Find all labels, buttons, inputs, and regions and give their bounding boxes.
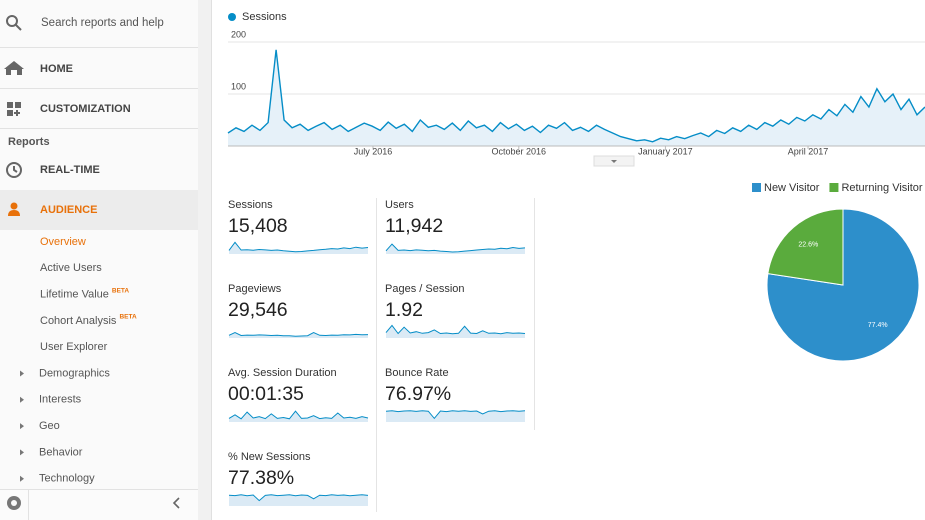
tile-separators	[376, 198, 535, 512]
metric-value: 76.97%	[385, 383, 451, 405]
gear-icon	[7, 496, 21, 510]
expand-arrow	[20, 475, 24, 482]
sub-group[interactable]: Demographics	[39, 367, 110, 379]
area	[229, 494, 368, 506]
y-tick-label: 200	[231, 29, 246, 39]
legend-label: Returning Visitor	[841, 182, 922, 194]
area	[386, 410, 525, 422]
pie-slice	[767, 208, 844, 286]
metric-label: Sessions	[228, 199, 273, 211]
x-tick-label: July 2016	[354, 146, 393, 156]
sub-group[interactable]: Interests	[39, 394, 82, 406]
area	[229, 411, 368, 422]
nav-item[interactable]: CUSTOMIZATION	[40, 103, 131, 115]
legend-swatch	[829, 183, 839, 192]
line	[228, 332, 369, 337]
beta-badge: BETA	[112, 287, 130, 294]
y-tick-label: 100	[231, 81, 246, 91]
metric-label: Avg. Session Duration	[228, 367, 337, 379]
line	[385, 324, 526, 335]
bottom-bar	[0, 490, 198, 520]
metric-label: Bounce Rate	[385, 367, 449, 379]
section-label: Reports	[8, 136, 50, 148]
sub-item[interactable]: Cohort Analysis	[40, 315, 117, 327]
sub-item[interactable]: Active Users	[40, 262, 102, 274]
area	[386, 244, 525, 254]
legend-label: Sessions	[242, 11, 287, 23]
legend-swatch	[752, 183, 761, 192]
expand-arrow	[20, 449, 24, 456]
line	[228, 410, 369, 420]
metric-value: 15,408	[228, 215, 288, 237]
toggle-arrow	[611, 160, 617, 163]
line	[385, 410, 526, 420]
nav-item[interactable]: HOME	[40, 63, 73, 75]
nav-item-active[interactable]: AUDIENCE	[40, 204, 97, 216]
area	[386, 325, 525, 338]
expand-arrow	[20, 370, 24, 377]
line	[228, 241, 369, 253]
sub-group[interactable]: Geo	[39, 420, 60, 432]
search-box[interactable]: Search reports and help	[41, 17, 164, 29]
metric-value: 11,942	[385, 215, 443, 237]
line	[227, 49, 925, 143]
slice-label: 77.4%	[868, 322, 888, 329]
sidebar	[0, 0, 198, 520]
area	[229, 242, 368, 254]
line	[385, 243, 526, 253]
collapse-icon[interactable]	[172, 497, 180, 509]
x-tick-label: October 2016	[492, 146, 547, 156]
legend-label: New Visitor	[764, 182, 820, 194]
metric-label: % New Sessions	[228, 451, 311, 463]
expand-arrow	[20, 423, 24, 430]
beta-badge: BETA	[119, 314, 137, 321]
metric-value: 77.38%	[228, 467, 294, 489]
x-tick-label: April 2017	[788, 146, 829, 156]
metric-label: Users	[385, 199, 414, 211]
active-row	[0, 190, 198, 230]
area	[228, 49, 925, 146]
customization-icon	[7, 102, 21, 116]
search-icon	[6, 15, 22, 31]
sidebar-gap	[198, 0, 211, 520]
sub-group[interactable]: Behavior	[39, 446, 83, 458]
metric-value: 00:01:35	[228, 383, 304, 405]
sub-item[interactable]: User Explorer	[40, 341, 108, 353]
metric-label: Pages / Session	[385, 283, 465, 295]
clock-icon	[6, 162, 22, 178]
person-icon	[8, 202, 20, 216]
sub-item[interactable]: Overview	[40, 236, 86, 248]
slice-label: 22.6%	[798, 241, 818, 248]
expand-arrow	[20, 396, 24, 403]
nav-item[interactable]: REAL-TIME	[40, 164, 100, 176]
home-icon	[4, 61, 24, 75]
legend-dot	[228, 13, 236, 21]
sub-group[interactable]: Technology	[39, 473, 95, 485]
line	[228, 494, 369, 502]
area	[229, 332, 368, 338]
metric-value: 1.92	[385, 299, 423, 321]
sub-item[interactable]: Lifetime Value	[40, 289, 109, 301]
sidebar-separators	[0, 47, 198, 520]
metric-value: 29,546	[228, 299, 288, 321]
x-tick-label: January 2017	[638, 146, 693, 156]
metric-label: Pageviews	[228, 283, 282, 295]
